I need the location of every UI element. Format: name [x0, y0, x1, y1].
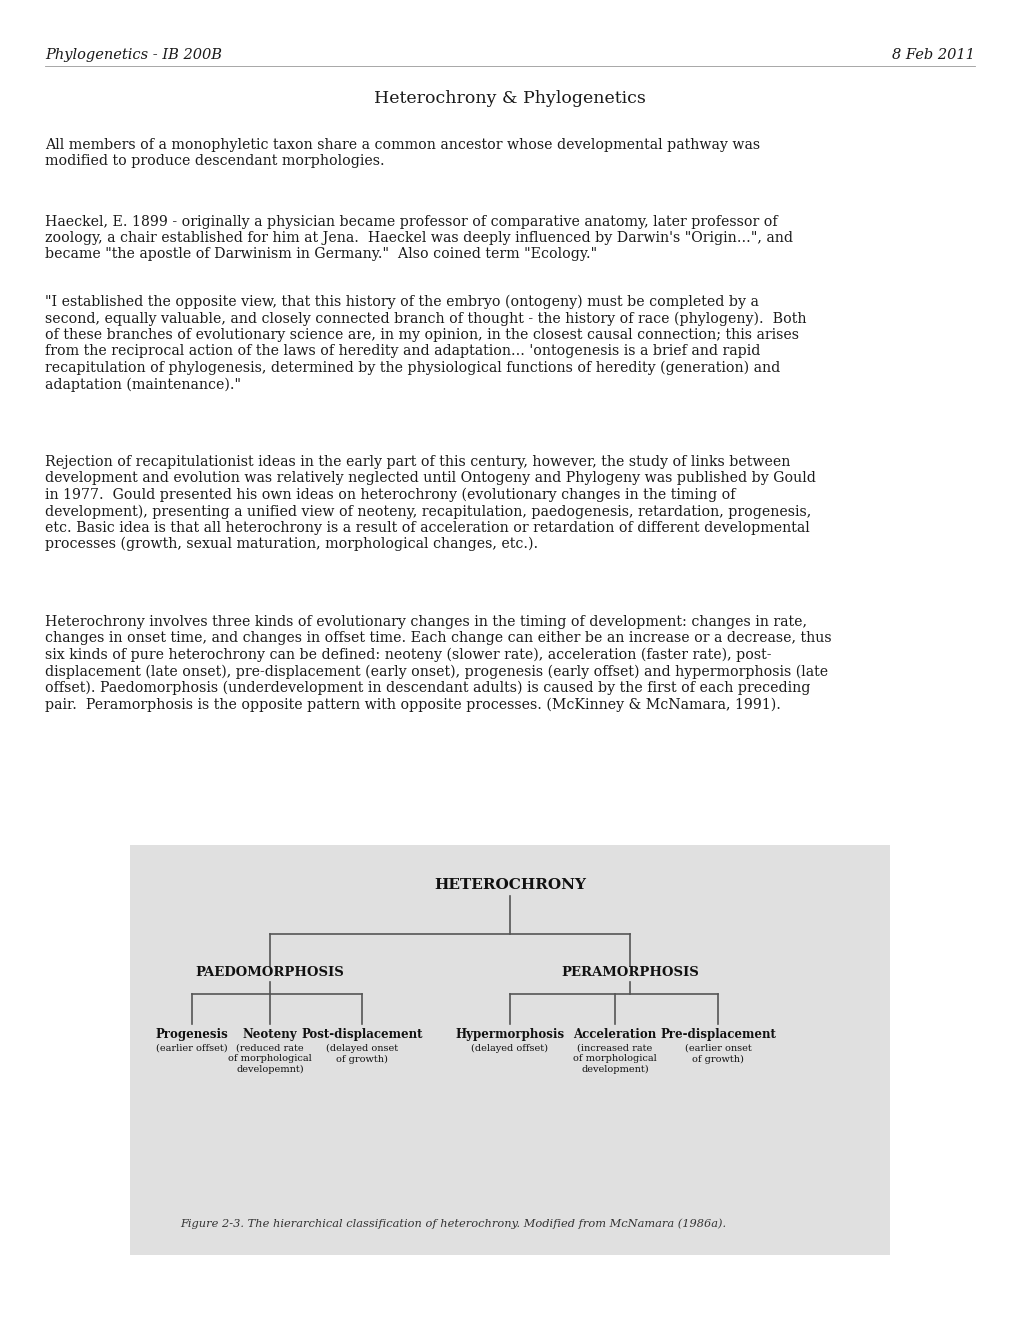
Text: HETEROCHRONY: HETEROCHRONY: [433, 878, 586, 892]
Text: PAEDOMORPHOSIS: PAEDOMORPHOSIS: [196, 966, 344, 979]
Text: (increased rate
of morphological
development): (increased rate of morphological develop…: [573, 1044, 656, 1074]
Text: (delayed onset
of growth): (delayed onset of growth): [326, 1044, 397, 1064]
Text: "I established the opposite view, that this history of the embryo (ontogeny) mus: "I established the opposite view, that t…: [45, 294, 806, 392]
Text: PERAMORPHOSIS: PERAMORPHOSIS: [560, 966, 698, 979]
Text: Neoteny: Neoteny: [243, 1028, 297, 1041]
Text: (reduced rate
of morphological
developemnt): (reduced rate of morphological developem…: [228, 1044, 312, 1074]
Text: All members of a monophyletic taxon share a common ancestor whose developmental : All members of a monophyletic taxon shar…: [45, 139, 759, 168]
Text: Post-displacement: Post-displacement: [301, 1028, 422, 1041]
Text: Figure 2-3. The hierarchical classification of heterochrony. Modified from McNam: Figure 2-3. The hierarchical classificat…: [179, 1218, 726, 1229]
Text: 8 Feb 2011: 8 Feb 2011: [892, 48, 974, 62]
Text: Heterochrony involves three kinds of evolutionary changes in the timing of devel: Heterochrony involves three kinds of evo…: [45, 615, 830, 711]
Text: Phylogenetics - IB 200B: Phylogenetics - IB 200B: [45, 48, 222, 62]
Text: Pre-displacement: Pre-displacement: [659, 1028, 775, 1041]
Text: Acceleration: Acceleration: [573, 1028, 656, 1041]
Text: (earlier onset
of growth): (earlier onset of growth): [684, 1044, 751, 1064]
Text: Heterochrony & Phylogenetics: Heterochrony & Phylogenetics: [374, 90, 645, 107]
Text: Haeckel, E. 1899 - originally a physician became professor of comparative anatom: Haeckel, E. 1899 - originally a physicia…: [45, 215, 792, 261]
Text: Rejection of recapitulationist ideas in the early part of this century, however,: Rejection of recapitulationist ideas in …: [45, 455, 815, 552]
Text: (earlier offset): (earlier offset): [156, 1044, 227, 1053]
Text: Progenesis: Progenesis: [156, 1028, 228, 1041]
Bar: [129, 845, 890, 1255]
Text: Hypermorphosis: Hypermorphosis: [455, 1028, 564, 1041]
Text: (delayed offset): (delayed offset): [471, 1044, 548, 1053]
